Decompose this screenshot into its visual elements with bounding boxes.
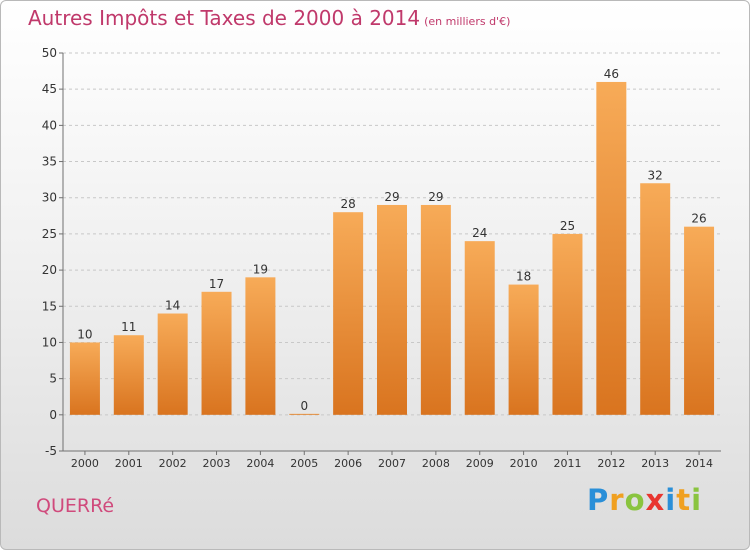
x-tick-label: 2013 xyxy=(641,457,669,470)
x-tick-label: 2012 xyxy=(597,457,625,470)
bar xyxy=(552,233,583,415)
data-label: 17 xyxy=(209,277,224,291)
x-tick-label: 2004 xyxy=(246,457,274,470)
bar xyxy=(596,81,627,415)
x-tick-label: 2010 xyxy=(510,457,538,470)
bar xyxy=(684,226,715,415)
data-label: 18 xyxy=(516,270,531,284)
bar xyxy=(333,212,364,415)
bar xyxy=(464,241,495,415)
logo-letter: x xyxy=(645,483,666,517)
y-tick-label: 30 xyxy=(42,191,57,205)
chart-subtitle: (en milliers d'€) xyxy=(424,15,511,28)
logo-letter: P xyxy=(587,483,610,517)
x-tick-label: 2009 xyxy=(466,457,494,470)
data-label: 25 xyxy=(560,219,575,233)
x-tick-label: 2006 xyxy=(334,457,362,470)
y-tick-label: 50 xyxy=(42,46,57,60)
bar xyxy=(201,291,232,415)
data-label: 10 xyxy=(77,327,92,341)
x-tick-label: 2007 xyxy=(378,457,406,470)
x-tick-label: 2003 xyxy=(203,457,231,470)
x-tick-label: 2001 xyxy=(115,457,143,470)
y-tick-label: 25 xyxy=(42,227,57,241)
logo-letter: i xyxy=(691,483,703,517)
x-tick-label: 2014 xyxy=(685,457,713,470)
y-tick-label: 5 xyxy=(49,372,57,386)
bar xyxy=(640,183,671,415)
y-tick-label: 15 xyxy=(42,299,57,313)
data-label: 29 xyxy=(384,190,399,204)
bar xyxy=(508,284,539,415)
y-tick-label: 35 xyxy=(42,155,57,169)
data-label: 11 xyxy=(121,320,136,334)
data-label: 0 xyxy=(300,399,308,413)
bar xyxy=(157,313,188,415)
logo-letter: o xyxy=(624,483,646,517)
logo-letter: t xyxy=(676,483,692,517)
y-tick-label: -5 xyxy=(45,444,57,458)
x-tick-label: 2011 xyxy=(553,457,581,470)
proxiti-logo: Proxiti xyxy=(587,483,702,517)
bar xyxy=(113,335,144,415)
y-tick-label: 40 xyxy=(42,118,57,132)
data-label: 46 xyxy=(604,67,619,81)
data-label: 14 xyxy=(165,299,180,313)
data-label: 28 xyxy=(340,197,355,211)
y-tick-label: 10 xyxy=(42,335,57,349)
chart-title-text: Autres Impôts et Taxes de 2000 à 2014 xyxy=(28,6,421,30)
y-tick-label: 45 xyxy=(42,82,57,96)
data-label: 24 xyxy=(472,226,487,240)
logo-letter: r xyxy=(609,483,625,517)
x-tick-label: 2005 xyxy=(290,457,318,470)
commune-name: QUERRé xyxy=(36,495,115,517)
bar xyxy=(245,277,276,415)
data-label: 19 xyxy=(253,262,268,276)
data-label: 32 xyxy=(648,168,663,182)
y-tick-label: 20 xyxy=(42,263,57,277)
data-label: 29 xyxy=(428,190,443,204)
bar xyxy=(420,204,451,415)
y-tick-label: 0 xyxy=(49,408,57,422)
chart-title: Autres Impôts et Taxes de 2000 à 2014 (en… xyxy=(28,6,510,30)
bar xyxy=(289,413,320,415)
x-tick-label: 2000 xyxy=(71,457,99,470)
bar xyxy=(69,342,100,415)
x-tick-label: 2008 xyxy=(422,457,450,470)
x-tick-label: 2002 xyxy=(159,457,187,470)
data-label: 26 xyxy=(691,212,706,226)
bar xyxy=(377,204,407,415)
logo-letter: i xyxy=(665,483,677,517)
